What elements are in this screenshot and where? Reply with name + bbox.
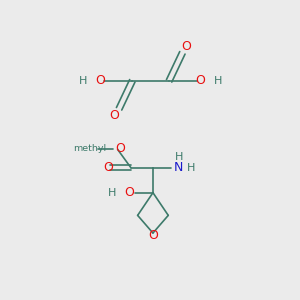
Text: H: H <box>79 76 87 86</box>
Text: H: H <box>107 188 116 198</box>
Text: O: O <box>96 74 106 87</box>
Text: H: H <box>186 163 195 173</box>
Text: O: O <box>124 186 134 199</box>
Text: O: O <box>110 109 120 122</box>
Text: O: O <box>182 40 191 53</box>
Text: O: O <box>148 230 158 242</box>
Text: H: H <box>175 152 183 162</box>
Text: H: H <box>214 76 223 86</box>
Text: O: O <box>103 161 113 174</box>
Text: O: O <box>196 74 206 87</box>
Text: N: N <box>174 161 184 174</box>
Text: methyl: methyl <box>73 144 106 153</box>
Text: O: O <box>115 142 125 155</box>
